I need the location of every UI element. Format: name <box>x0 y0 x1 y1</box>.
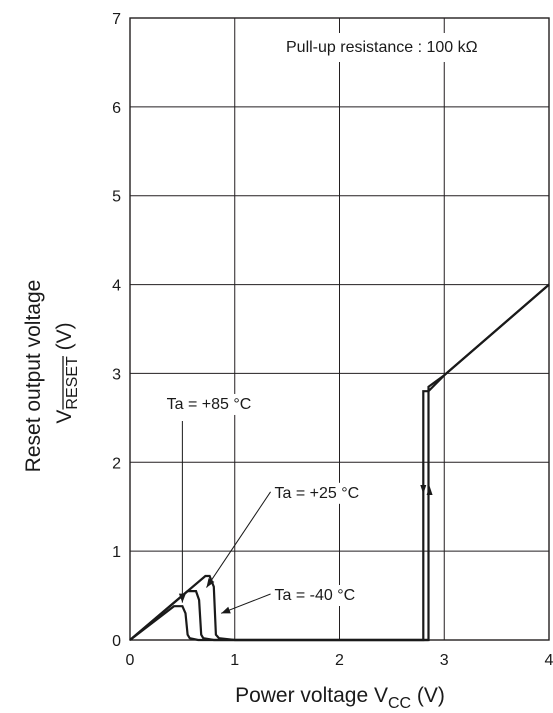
y-tick-label: 1 <box>112 544 121 561</box>
annotation-label-background <box>271 585 359 607</box>
annotation-arrowhead <box>221 606 231 614</box>
annotation-label: Ta = +85 °C <box>167 396 252 413</box>
grid <box>129 17 550 641</box>
annotation-label: Ta = +25 °C <box>275 485 360 502</box>
annotation-arrowhead <box>206 578 215 588</box>
y-axis-title-line2-group: VRESET (V) <box>53 322 81 423</box>
annotation-arrowhead <box>178 593 186 603</box>
x-axis-title-unit: (V) <box>411 684 445 707</box>
y-axis-title-line2: VRESET (V) <box>53 322 81 423</box>
y-tick-label: 4 <box>112 278 121 295</box>
x-axis-title-main: Power voltage V <box>235 684 388 707</box>
x-axis-title: Power voltage VCC (V) <box>235 684 445 712</box>
y-axis-title-line1: Reset output voltage <box>22 280 45 473</box>
y-axis-title-line2-main: V <box>53 410 76 424</box>
annotation-label-background <box>163 393 255 415</box>
y-tick-label: 0 <box>112 633 121 650</box>
y-tick-label: 5 <box>112 189 121 206</box>
x-tick-label: 0 <box>126 652 135 669</box>
y-axis-title-line1-group: Reset output voltage <box>22 280 45 473</box>
curves <box>129 283 550 642</box>
y-tick-label: 2 <box>112 455 121 472</box>
annotation-label-background <box>271 482 363 504</box>
y-tick-label: 7 <box>112 11 121 28</box>
note-pull-up-resistance: Pull-up resistance : 100 kΩ <box>286 39 478 56</box>
y-axis-title-line2-unit: (V) <box>53 322 76 356</box>
x-tick-label: 3 <box>440 652 449 669</box>
note-background <box>282 33 482 62</box>
y-tick-label: 3 <box>112 366 121 383</box>
x-tick-label: 4 <box>545 652 553 669</box>
annotation-pointer <box>206 491 271 588</box>
direction-arrow <box>426 486 433 495</box>
x-tick-label: 2 <box>335 652 344 669</box>
direction-arrow <box>420 485 427 494</box>
y-axis-title-line2-subscript: RESET <box>64 356 81 410</box>
x-tick-label: 1 <box>230 652 239 669</box>
annotation-label: Ta = -40 °C <box>275 587 356 604</box>
annotations: Ta = +85 °C Ta = +25 °C Ta = -40 °C <box>163 393 363 614</box>
tick-labels: 0 1 2 3 4 0 1 2 3 4 5 6 7 <box>112 11 553 669</box>
series-line <box>129 574 429 642</box>
y-tick-label: 6 <box>112 100 121 117</box>
x-axis-title-subscript: CC <box>388 695 411 712</box>
series-line <box>129 283 550 642</box>
series-line <box>129 283 550 642</box>
